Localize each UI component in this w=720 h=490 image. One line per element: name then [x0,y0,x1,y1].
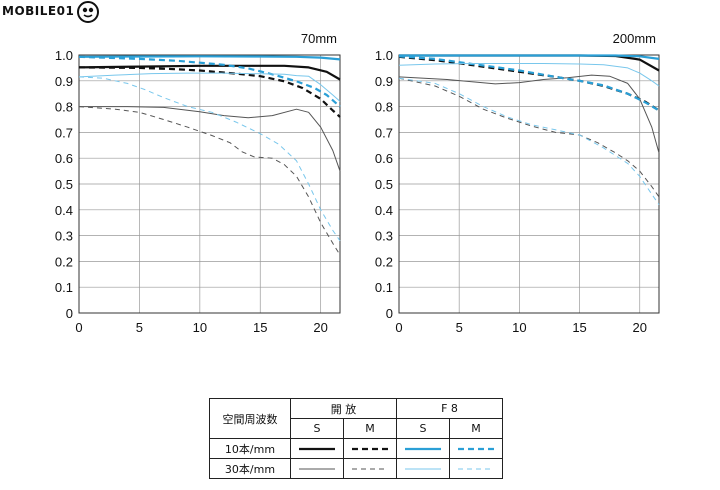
x-tick-label: 20 [313,320,327,335]
y-tick-label: 0 [386,306,393,321]
legend-swatch-f8-10-s [396,438,450,459]
legend-swatch-open-30-m [343,458,397,479]
legend-header-label: 空間周波数 [209,398,291,439]
x-tick-label: 0 [395,320,402,335]
series-open-30-s [79,106,341,172]
x-tick-label: 5 [136,320,143,335]
y-tick-label: 0.8 [55,100,73,115]
y-tick-label: 0.2 [55,254,73,269]
y-tick-label: 0.6 [375,151,393,166]
series-open-10-s [78,64,341,81]
y-tick-label: 1.0 [375,48,393,63]
series-f8-10-s [78,55,341,61]
series-f8-30-m [398,77,660,205]
y-tick-label: 0.7 [375,125,393,140]
y-tick-label: 0.4 [55,203,73,218]
x-tick-label: 10 [512,320,526,335]
x-tick-label: 0 [75,320,82,335]
series-f8-10-m [398,55,660,112]
chart-title: 200mm [613,31,656,46]
y-tick-label: 0 [66,306,73,321]
x-tick-label: 15 [572,320,586,335]
legend-swatch-open-10-m [343,438,397,459]
y-tick-label: 0.1 [375,280,393,295]
legend-swatch-f8-30-m [449,458,503,479]
series-open-10-m [398,55,660,112]
y-tick-label: 0.4 [375,203,393,218]
series-f8-30-m [78,76,341,242]
y-tick-label: 0.5 [375,177,393,192]
y-tick-label: 0.1 [55,280,73,295]
legend-col-open-s: S [290,418,344,439]
series-f8-30-s [398,63,660,87]
mtf-charts: 0 0.1 0.2 0.3 0.4 0.5 0.6 0.7 0.8 0.9 1.0 0 5 10 15 20 7… [55,31,660,335]
series-open-30-s [398,74,660,154]
series-f8-30-s [78,72,341,102]
chart-title: 70mm [301,31,337,46]
brand-mascot-icon [77,1,99,23]
series-open-30-m [78,106,341,256]
legend-row-30: 30本/mm [209,458,291,479]
legend-row-10: 10本/mm [209,438,291,459]
y-tick-label: 0.6 [55,151,73,166]
series-open-10-m [78,66,341,118]
y-tick-label: 0.9 [55,74,73,89]
x-tick-label: 20 [633,320,647,335]
y-tick-label: 0.7 [55,125,73,140]
legend-group-f8: F 8 [396,398,503,419]
chart-1: 0 0.1 0.2 0.3 0.4 0.5 0.6 0.7 0.8 0.9 1.0 0 5 10 15 20 2… [375,31,660,335]
legend-group-open: 開 放 [290,398,397,419]
x-tick-label: 10 [193,320,207,335]
legend-col-f8-m: M [449,418,503,439]
x-tick-label: 5 [456,320,463,335]
series-f8-10-s [399,54,660,60]
y-tick-label: 0.2 [375,254,393,269]
series-f8-10-m [78,55,341,108]
series-open-30-m [398,77,660,198]
legend-table: 空間周波数 開 放 F 8 S M S M 10本/mm 30本/mm [209,398,503,479]
legend-col-open-m: M [343,418,397,439]
y-tick-label: 1.0 [55,48,73,63]
legend-swatch-open-30-s [290,458,344,479]
y-tick-label: 0.8 [375,100,393,115]
plot-frame [78,54,341,314]
legend-swatch-f8-10-m [449,438,503,459]
y-tick-label: 0.5 [55,177,73,192]
legend-swatch-open-10-s [290,438,344,459]
brand-logo: MOBILE01 [2,0,102,26]
brand-text: MOBILE01 [2,4,75,18]
chart-0: 0 0.1 0.2 0.3 0.4 0.5 0.6 0.7 0.8 0.9 1.0 0 5 10 15 20 7… [55,31,341,335]
legend-swatch-f8-30-s [396,458,450,479]
y-tick-label: 0.9 [375,74,393,89]
y-tick-label: 0.3 [55,229,73,244]
legend-col-f8-s: S [396,418,450,439]
y-tick-label: 0.3 [375,229,393,244]
x-tick-label: 15 [253,320,267,335]
